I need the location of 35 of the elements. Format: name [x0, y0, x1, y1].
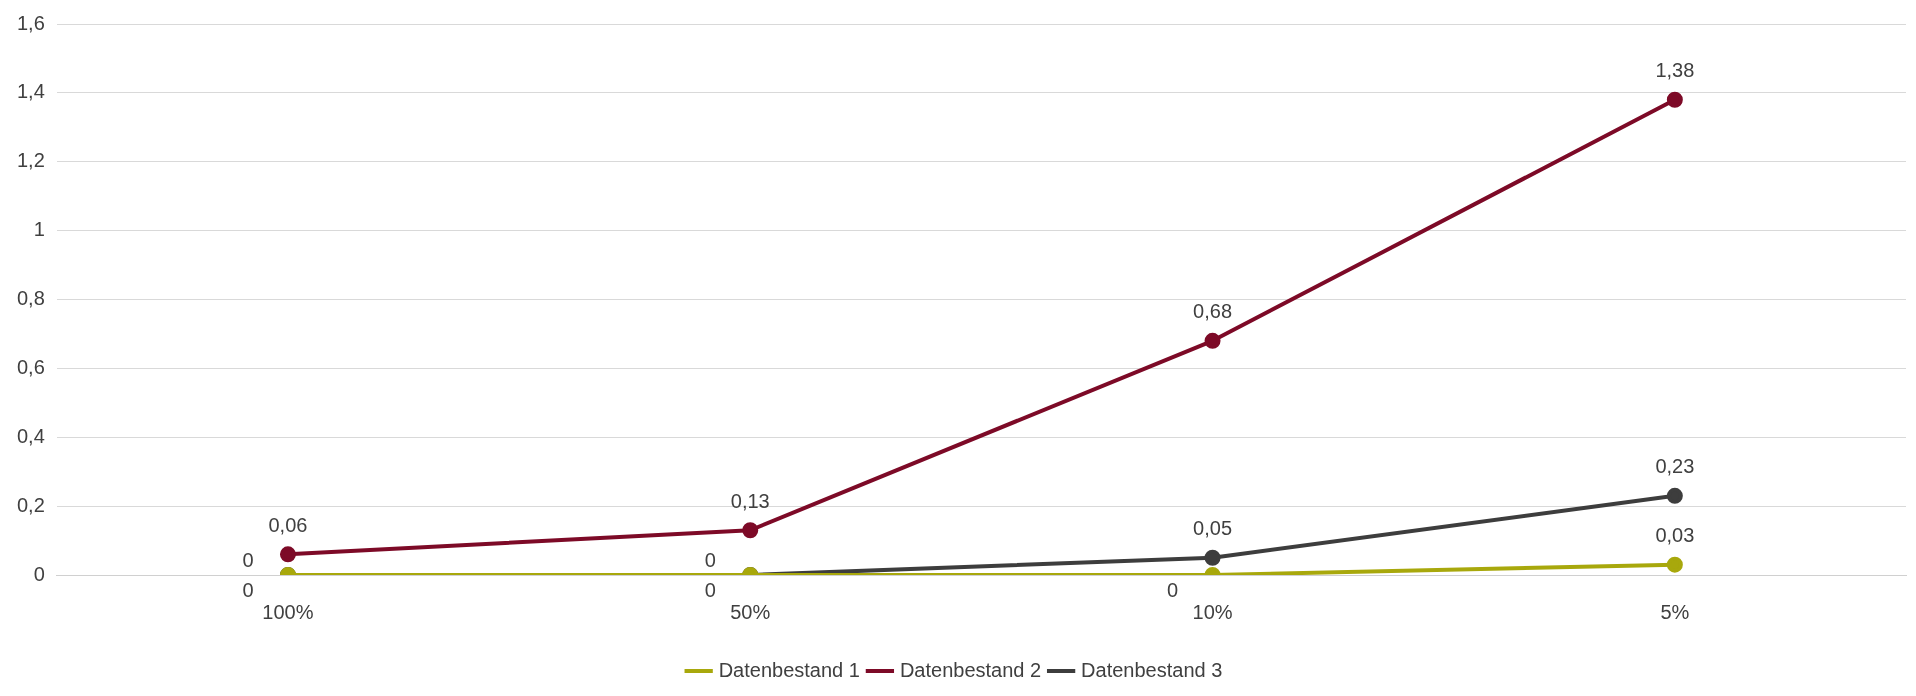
x-tick-label: 50%	[730, 600, 771, 623]
point	[1204, 549, 1221, 566]
point	[279, 546, 296, 563]
legend-label: Datenbestand 2	[899, 658, 1042, 681]
legend-label: Datenbestand 1	[718, 658, 860, 681]
data-label: 0	[242, 548, 254, 571]
point	[1666, 91, 1683, 108]
data-label: 1,38	[1655, 59, 1695, 82]
x-tick-label: 10%	[1192, 600, 1233, 623]
x-tick-label: 100%	[262, 600, 314, 623]
y-tick-label: 0,6	[16, 355, 45, 378]
data-label: 0,68	[1193, 300, 1233, 323]
y-tick-label: 0	[33, 562, 45, 585]
data-label: 0	[704, 548, 716, 571]
data-label: 0	[242, 578, 254, 601]
y-tick-label: 1,6	[16, 11, 45, 34]
point	[1666, 556, 1683, 573]
y-tick-label: 0,4	[16, 424, 45, 447]
y-tick-label: 0,8	[16, 287, 45, 310]
x-tick-label: 5%	[1660, 600, 1690, 623]
data-label: 0,05	[1193, 517, 1233, 540]
legend-label: Datenbestand 3	[1081, 658, 1223, 681]
data-label: 0,13	[730, 489, 770, 512]
data-label: 0	[1166, 578, 1179, 601]
y-tick-label: 1,4	[16, 80, 45, 103]
data-label: 0,03	[1655, 524, 1695, 547]
y-tick-label: 1,2	[16, 149, 45, 172]
y-tick-label: 1	[33, 218, 45, 241]
data-label: 0,23	[1655, 455, 1695, 478]
data-label: 0	[704, 578, 716, 601]
point	[1666, 487, 1683, 504]
data-label: 0,06	[268, 513, 308, 536]
point	[1204, 332, 1221, 349]
y-tick-label: 0,2	[16, 493, 45, 516]
point	[742, 522, 759, 539]
